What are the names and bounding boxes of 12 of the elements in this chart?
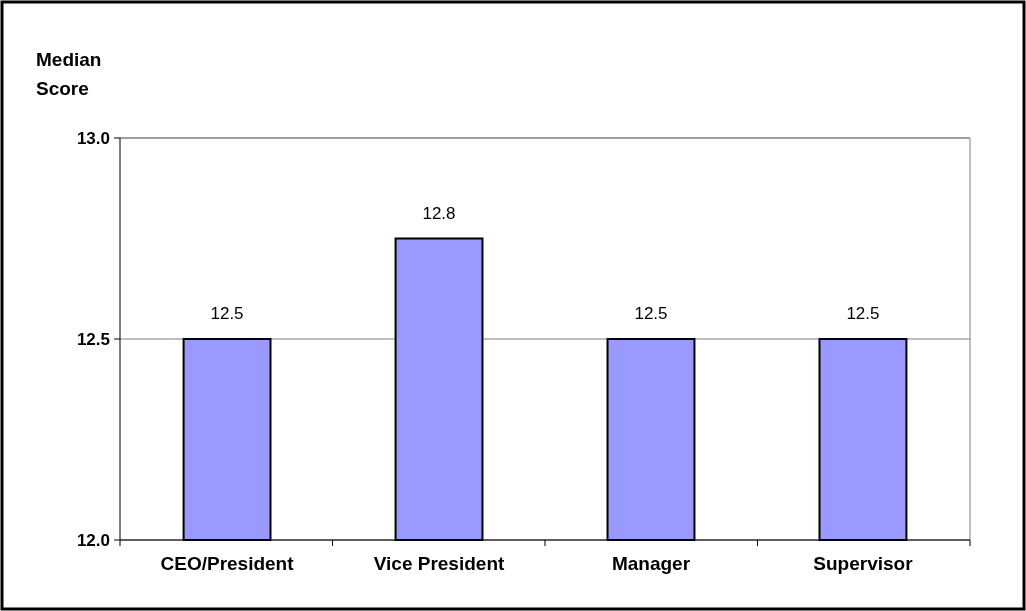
data-label: 12.5 [846, 304, 880, 323]
y-tick-label: 13.0 [76, 128, 110, 148]
x-tick-label: Supervisor [813, 553, 914, 574]
data-label: 12.8 [422, 203, 456, 223]
data-label: 12.5 [210, 304, 244, 323]
x-tick-label: Manager [611, 553, 691, 574]
y-tick-label: 12.5 [76, 329, 110, 349]
x-tick-label: Vice President [373, 553, 505, 574]
data-label: 12.5 [634, 304, 668, 323]
y-axis-title: Median Score [36, 49, 102, 99]
x-tick-label: CEO/President [160, 553, 295, 574]
y-tick-label: 12.0 [76, 530, 110, 550]
